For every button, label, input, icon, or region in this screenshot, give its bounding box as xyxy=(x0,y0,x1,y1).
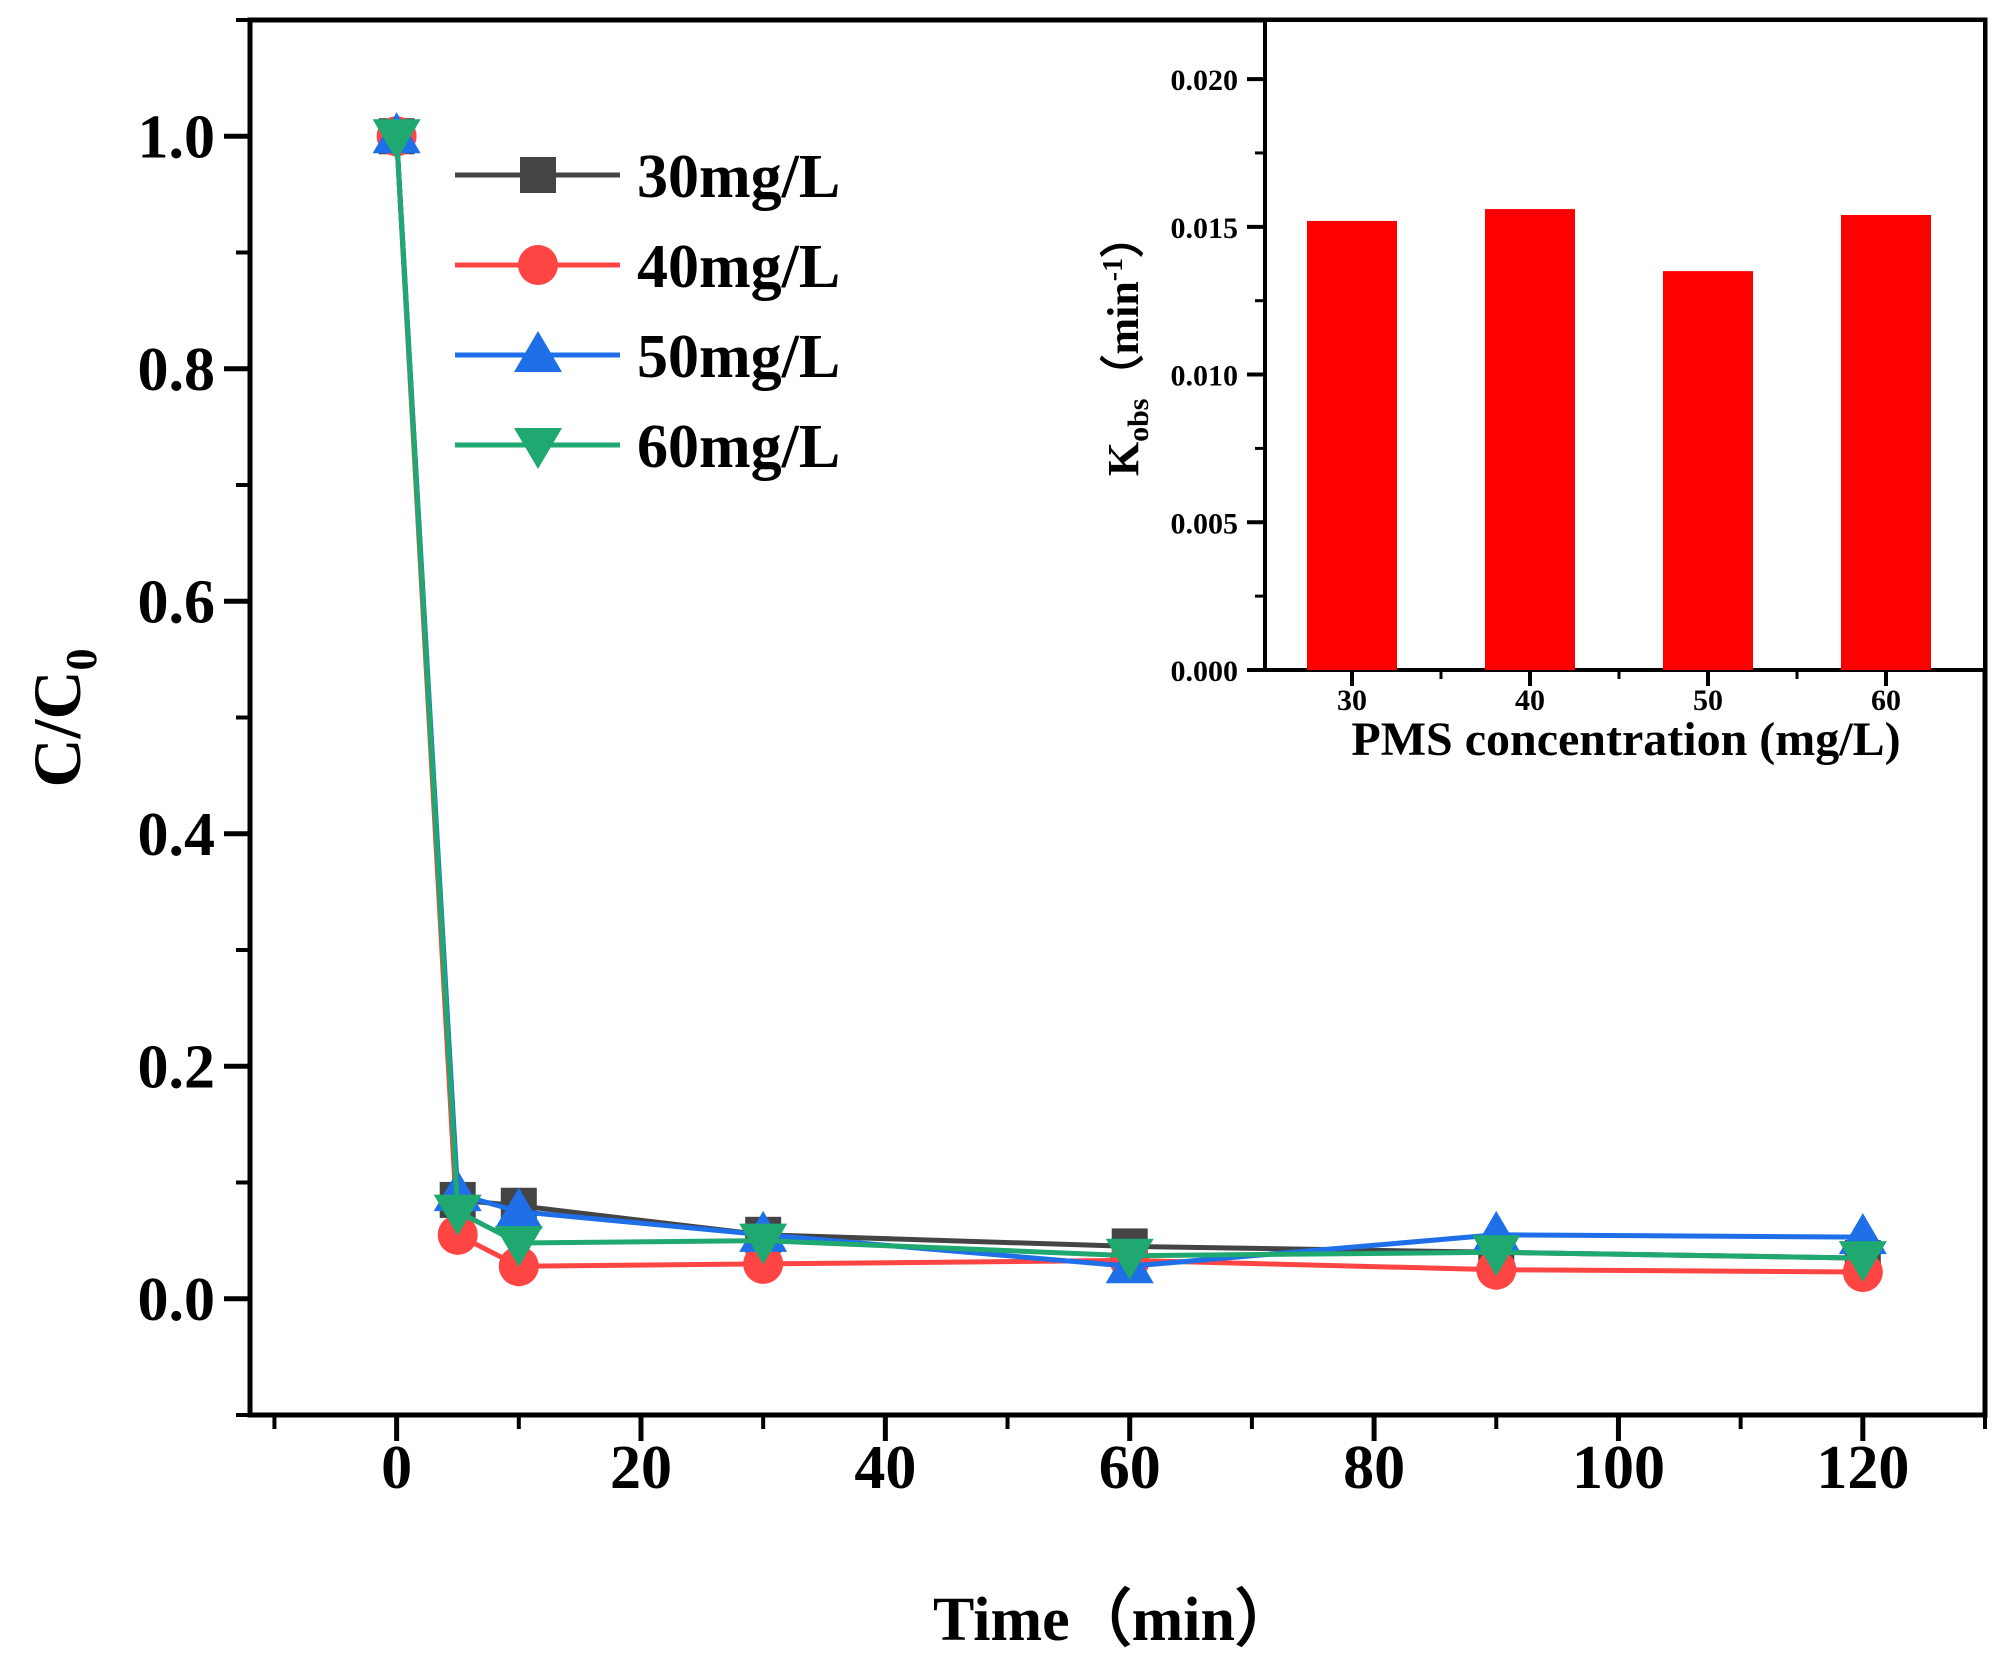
inset-y-title-close: ） xyxy=(1099,214,1148,258)
legend-entry: 50mg/L xyxy=(455,323,840,391)
main-axis-ticks xyxy=(224,18,1987,1441)
x-tick-label: 80 xyxy=(1343,1434,1405,1502)
y-tick-label: 0.4 xyxy=(138,801,216,869)
inset-bar xyxy=(1663,271,1753,670)
legend-marker xyxy=(514,428,562,469)
main-series-group xyxy=(372,112,1887,1293)
y-tick-label: 0.6 xyxy=(138,568,216,636)
inset-y-tick-label: 0.005 xyxy=(1171,507,1239,540)
inset-y-tick-label: 0.000 xyxy=(1171,655,1239,688)
x-tick-label: 120 xyxy=(1816,1434,1909,1502)
data-point xyxy=(1472,1235,1521,1277)
data-point xyxy=(433,1194,482,1236)
legend-marker xyxy=(514,331,562,372)
inset-y-title-sup: -1 xyxy=(1098,258,1129,281)
legend-label: 30mg/L xyxy=(637,143,840,211)
x-tick-label: 40 xyxy=(854,1434,916,1502)
y-tick-label: 0.0 xyxy=(138,1266,216,1334)
legend-entry: 30mg/L xyxy=(455,143,840,211)
legend-marker xyxy=(520,157,556,193)
inset-y-axis-title: Kobs（min-1） xyxy=(1098,214,1155,476)
inset-x-tick-label: 60 xyxy=(1871,684,1901,717)
inset-y-title-main: K xyxy=(1099,442,1148,476)
inset-y-title-sub: obs xyxy=(1122,399,1155,442)
inset-bars-group xyxy=(1307,209,1931,670)
legend-entry: 40mg/L xyxy=(455,233,840,301)
x-axis-title: Time（min） xyxy=(933,1584,1297,1654)
data-point xyxy=(1838,1241,1887,1283)
series-3 xyxy=(372,119,1887,1283)
inset-chart: 0.000 0.005 0.010 0.015 0.020 30 40 50 60 PMS co… xyxy=(1098,18,1987,766)
inset-bar xyxy=(1841,215,1931,670)
legend-label: 60mg/L xyxy=(637,413,840,481)
y-tick-label: 0.8 xyxy=(138,336,216,404)
inset-x-tick-label: 50 xyxy=(1693,684,1723,717)
inset-y-tick-label: 0.020 xyxy=(1171,64,1239,97)
inset-y-tick-label: 0.010 xyxy=(1171,360,1239,393)
inset-y-tick-label: 0.015 xyxy=(1171,212,1239,245)
legend-label: 50mg/L xyxy=(637,323,840,391)
y-axis-title: C/C0 xyxy=(19,648,106,787)
data-point xyxy=(739,1223,788,1265)
data-point xyxy=(494,1187,543,1229)
y-axis-title-sub: 0 xyxy=(57,648,106,670)
legend: 30mg/L 40mg/L 50mg/L 60mg/L xyxy=(455,143,840,481)
data-point xyxy=(494,1225,543,1267)
inset-axis-ticks xyxy=(1247,77,1888,686)
inset-x-tick-label: 40 xyxy=(1515,684,1545,717)
x-tick-label: 20 xyxy=(610,1434,672,1502)
data-point xyxy=(1105,1238,1154,1280)
y-axis-title-main: C/C xyxy=(19,670,95,787)
main-tick-labels: 0 20 40 60 80 100 120 0.0 0.2 0.4 0.6 0.8 1.0 xyxy=(138,103,1910,1502)
inset-bar xyxy=(1307,220,1397,670)
inset-x-tick-label: 30 xyxy=(1337,684,1367,717)
legend-entry: 60mg/L xyxy=(455,413,840,481)
x-tick-label: 60 xyxy=(1099,1434,1161,1502)
inset-bar xyxy=(1485,209,1575,670)
legend-marker xyxy=(518,245,558,285)
legend-label: 40mg/L xyxy=(637,233,840,301)
inset-y-title-unit: （min xyxy=(1099,281,1148,398)
y-tick-label: 0.2 xyxy=(138,1033,216,1101)
inset-x-axis-title: PMS concentration (mg/L) xyxy=(1351,713,1900,766)
inset-tick-labels: 0.000 0.005 0.010 0.015 0.020 30 40 50 60 xyxy=(1171,64,1902,717)
data-point xyxy=(372,119,421,161)
y-tick-label: 1.0 xyxy=(138,103,216,171)
main-chart: 0 20 40 60 80 100 120 0.0 0.2 0.4 0.6 0.8 1.0 Time（m… xyxy=(19,17,1988,1654)
x-tick-label: 0 xyxy=(381,1434,412,1502)
x-tick-label: 100 xyxy=(1572,1434,1665,1502)
